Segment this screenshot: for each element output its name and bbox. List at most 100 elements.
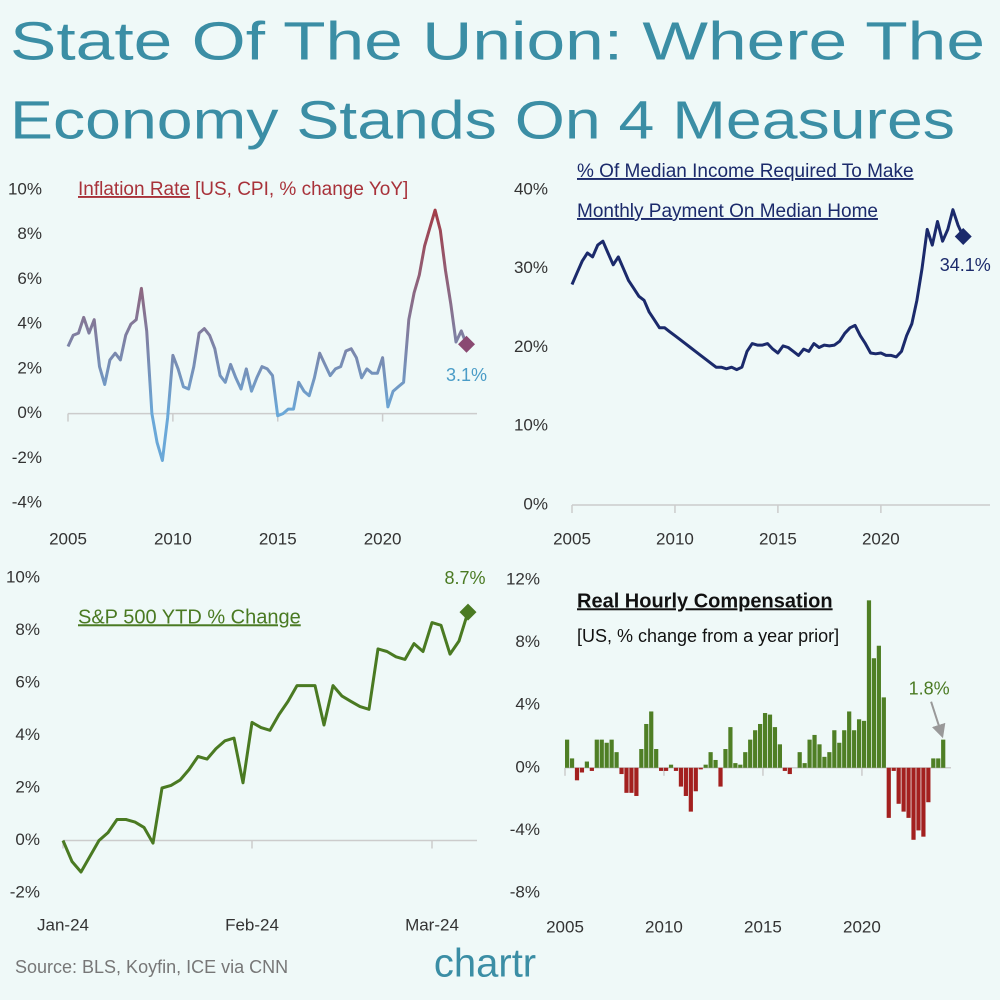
bar — [891, 767, 896, 771]
line — [66, 208, 468, 462]
bar — [901, 767, 906, 812]
bar — [852, 730, 857, 768]
bar — [876, 645, 881, 768]
bar — [861, 720, 867, 768]
bar — [916, 767, 921, 831]
x-tick-label: 2020 — [862, 529, 900, 548]
end-marker — [459, 603, 477, 621]
y-tick-label: 6% — [15, 672, 40, 691]
y-tick-label: 20% — [514, 337, 548, 356]
bar — [911, 767, 916, 840]
bar — [926, 767, 931, 803]
bar — [599, 739, 604, 768]
title: Inflation Rate — [78, 179, 190, 200]
bar — [856, 719, 862, 768]
y-tick-label: 2% — [17, 358, 42, 377]
y-tick-label: 10% — [514, 416, 548, 435]
y-tick-label: 8% — [515, 632, 540, 651]
y-tick-label: 0% — [15, 830, 40, 849]
bar — [802, 763, 807, 768]
bar — [678, 767, 684, 787]
y-tick-label: 30% — [514, 258, 548, 277]
bar — [565, 739, 570, 768]
bar — [871, 658, 877, 768]
end-marker — [954, 227, 972, 245]
bar — [931, 758, 936, 768]
bar — [787, 767, 792, 775]
bar — [673, 767, 679, 771]
bar — [748, 739, 753, 768]
bar — [569, 758, 575, 768]
bar — [604, 742, 609, 768]
y-tick-label: 0% — [523, 494, 548, 513]
y-tick-label: 2% — [15, 777, 40, 796]
value-label: 34.1% — [940, 255, 991, 275]
bar — [619, 767, 624, 775]
bar — [807, 739, 812, 768]
y-tick-label: -2% — [12, 448, 42, 467]
bar — [886, 767, 891, 818]
bar — [614, 752, 619, 768]
y-tick-label: 0% — [17, 403, 42, 422]
panel-title: Inflation Rate [US, CPI, % change YoY] — [78, 179, 408, 200]
x-tick-label: 2015 — [259, 529, 297, 548]
x-tick-label: Jan-24 — [37, 915, 89, 934]
x-tick-label: 2010 — [645, 917, 683, 936]
subtitle: [US, CPI, % change YoY] — [195, 179, 408, 200]
y-tick-label: -4% — [510, 820, 540, 839]
bar — [941, 739, 946, 768]
bar — [772, 727, 778, 768]
panel-title: Monthly Payment On Median Home — [577, 201, 878, 222]
bar — [723, 749, 728, 768]
annotation-arrow — [930, 701, 946, 739]
panel-subtitle: [US, % change from a year prior] — [577, 626, 839, 646]
bar — [758, 723, 763, 768]
bar — [688, 767, 693, 812]
source: Source: BLS, Koyfin, ICE via CNN — [15, 957, 288, 977]
panel-title: Real Hourly Compensation — [577, 590, 833, 612]
panel-title: S&P 500 YTD % Change — [78, 606, 301, 628]
bar — [767, 714, 773, 768]
bar — [639, 749, 644, 768]
bar — [609, 739, 614, 768]
bar — [718, 767, 723, 787]
bar — [663, 767, 669, 771]
y-tick-label: -2% — [10, 882, 40, 901]
y-tick-label: 10% — [6, 567, 40, 586]
bar — [659, 767, 664, 771]
bar — [762, 713, 768, 768]
y-tick-label: 10% — [8, 179, 42, 198]
bar — [777, 744, 783, 768]
bar — [733, 763, 738, 768]
y-tick-label: 8% — [15, 620, 40, 639]
bar — [654, 749, 659, 768]
bar — [881, 697, 886, 768]
bar — [624, 767, 629, 793]
bar — [698, 767, 703, 770]
y-tick-label: 4% — [17, 314, 42, 333]
bar — [842, 730, 847, 768]
x-tick-label: 2010 — [154, 529, 192, 548]
bar — [847, 711, 852, 768]
y-tick-label: 4% — [15, 725, 40, 744]
bar — [906, 767, 911, 818]
bar — [728, 727, 733, 768]
panel-title: % Of Median Income Required To Make — [577, 161, 914, 182]
bar — [668, 764, 674, 768]
bar — [936, 758, 941, 768]
x-tick-label: 2005 — [546, 917, 584, 936]
bar — [921, 767, 926, 837]
bar — [827, 752, 832, 768]
bar — [594, 739, 599, 768]
bar — [644, 723, 649, 768]
bar — [683, 767, 688, 796]
bar — [713, 759, 718, 768]
y-tick-label: 40% — [514, 179, 548, 198]
bar — [743, 752, 748, 768]
bar — [693, 767, 698, 792]
bar — [738, 764, 743, 768]
bar — [753, 730, 758, 768]
bar — [896, 767, 901, 804]
x-tick-label: Mar-24 — [405, 915, 459, 934]
